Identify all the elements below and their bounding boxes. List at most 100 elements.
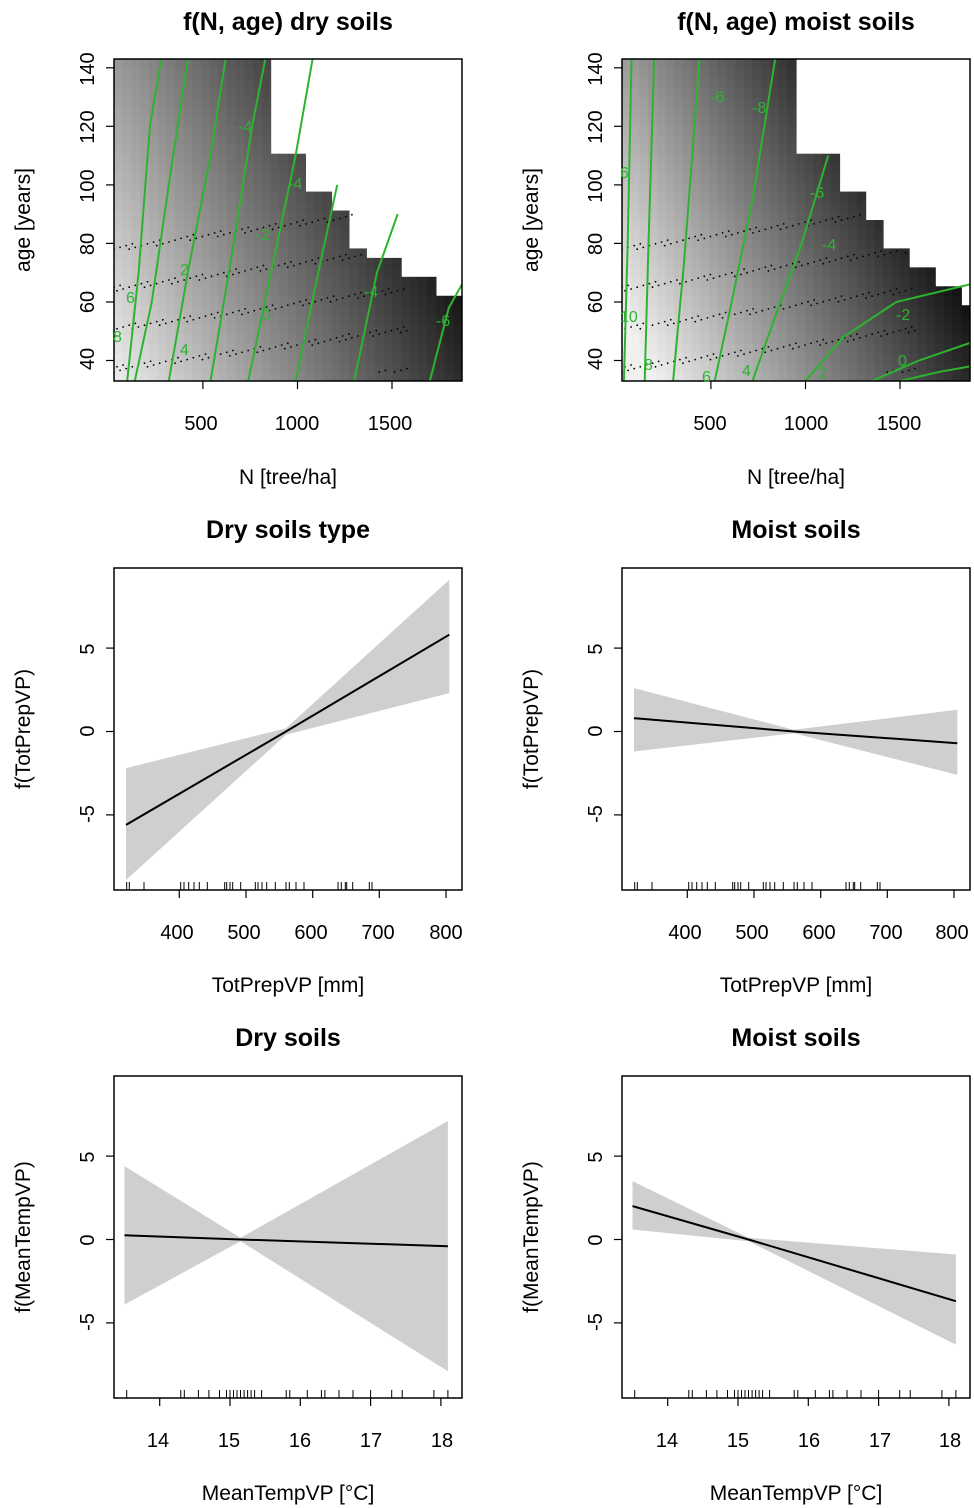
heatmap-cell	[157, 182, 167, 193]
heatmap-cell	[279, 371, 289, 381]
heatmap-cell	[261, 343, 272, 354]
heatmap-cell	[848, 295, 858, 306]
heatmap-cell	[874, 257, 884, 268]
y-axis-label: age [years]	[520, 168, 543, 272]
heatmap-cell	[804, 324, 814, 335]
heatmap-cell	[261, 295, 272, 306]
heatmap-cell	[639, 144, 649, 155]
heatmap-cell	[700, 134, 710, 145]
heatmap-cell	[209, 182, 219, 193]
heatmap-cell	[331, 248, 341, 259]
heatmap-cell	[418, 371, 428, 381]
heatmap-cell	[909, 362, 919, 373]
observation-dot	[134, 246, 137, 249]
observation-dot	[201, 273, 204, 276]
heatmap-cell	[656, 267, 667, 278]
heatmap-cell	[192, 144, 202, 155]
heatmap-cell	[778, 362, 788, 373]
heatmap-cell	[943, 352, 954, 363]
heatmap-cell	[822, 163, 832, 174]
heatmap-cell	[305, 248, 315, 259]
observation-dot	[149, 360, 152, 363]
heatmap-cell	[114, 191, 124, 202]
observation-dot	[277, 226, 280, 229]
heatmap-cell	[261, 333, 272, 344]
heatmap-cell	[656, 201, 667, 212]
observation-dot	[143, 362, 146, 365]
heatmap-cell	[665, 343, 675, 354]
heatmap-cell	[401, 286, 411, 297]
heatmap-cell	[909, 276, 919, 287]
heatmap-cell	[209, 77, 219, 89]
observation-dot	[338, 255, 341, 258]
heatmap-cell	[227, 182, 237, 193]
heatmap-cell	[288, 172, 298, 183]
heatmap-cell	[401, 276, 411, 287]
heatmap-cell	[926, 305, 936, 316]
heatmap-cell	[183, 229, 193, 240]
heatmap-cell	[622, 106, 632, 117]
heatmap-cell	[622, 153, 632, 164]
heatmap-cell	[418, 343, 428, 354]
heatmap-cell	[322, 295, 333, 306]
heatmap-cell	[383, 362, 393, 373]
heatmap-cell	[656, 87, 667, 98]
observation-dot	[253, 309, 256, 312]
heatmap-cell	[227, 201, 237, 212]
heatmap-cell	[366, 276, 376, 287]
heatmap-cell	[656, 305, 667, 316]
heatmap-cell	[122, 314, 132, 325]
heatmap-cell	[709, 314, 719, 325]
heatmap-cell	[726, 59, 736, 70]
heatmap-cell	[769, 248, 780, 259]
heatmap-cell	[848, 220, 858, 231]
heatmap-cell	[691, 314, 701, 325]
heatmap-cell	[830, 201, 841, 212]
heatmap-cell	[674, 248, 684, 259]
heatmap-cell	[148, 106, 159, 117]
observation-dot	[846, 255, 849, 258]
heatmap-cell	[218, 210, 228, 221]
observation-dot	[865, 297, 867, 299]
observation-dot	[161, 242, 164, 245]
heatmap-cell	[375, 324, 385, 335]
heatmap-cell	[648, 362, 658, 373]
heatmap-cell	[691, 172, 701, 183]
heatmap-cell	[648, 201, 658, 212]
heatmap-cell	[340, 248, 350, 259]
heatmap-cell	[270, 305, 280, 316]
observation-dot	[849, 259, 852, 261]
observation-dot	[862, 293, 864, 296]
y-tick-label: 60	[585, 291, 607, 313]
contour-label: -8	[752, 100, 766, 117]
heatmap-cell	[822, 305, 832, 316]
heatmap-cell	[891, 352, 901, 363]
heatmap-cell	[166, 371, 176, 381]
heatmap-cell	[201, 77, 211, 89]
heatmap-cell	[314, 362, 324, 373]
heatmap-cell	[418, 295, 428, 306]
observation-dot	[369, 293, 372, 296]
heatmap-cell	[700, 144, 710, 155]
heatmap-cell	[796, 267, 806, 278]
heatmap-cell	[726, 153, 736, 164]
heatmap-cell	[114, 362, 124, 373]
heatmap-cell	[674, 115, 684, 126]
observation-dot	[149, 284, 152, 287]
heatmap-cell	[261, 248, 272, 259]
heatmap-cell	[665, 201, 675, 212]
heatmap-cell	[166, 134, 176, 145]
heatmap-cell	[813, 343, 823, 354]
heatmap-cell	[778, 229, 788, 240]
heatmap-cell	[427, 276, 437, 287]
heatmap-cell	[630, 125, 640, 136]
observation-dot	[201, 235, 204, 238]
observation-dot	[712, 315, 715, 317]
heatmap-cell	[639, 276, 649, 287]
heatmap-cell	[192, 172, 202, 183]
heatmap-cell	[630, 153, 640, 164]
y-axis-label: f(TotPrepVP)	[520, 669, 543, 789]
observation-dot	[730, 233, 733, 236]
heatmap-cell	[656, 106, 667, 117]
observation-dot	[828, 261, 831, 263]
